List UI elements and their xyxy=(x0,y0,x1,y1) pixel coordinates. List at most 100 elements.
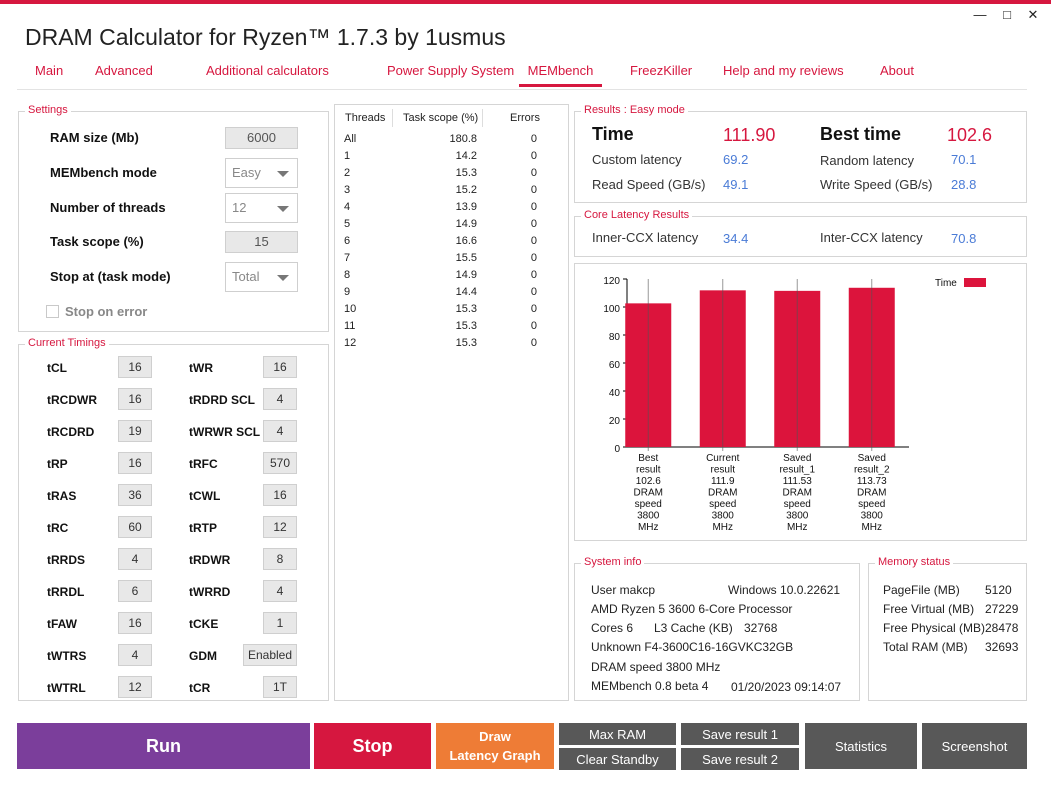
max-ram-button[interactable]: Max RAM xyxy=(559,723,676,745)
memory-status-group-label: Memory status xyxy=(875,556,954,568)
y-tick-label: 60 xyxy=(609,360,621,371)
run-button[interactable]: Run xyxy=(17,723,310,769)
timing-value[interactable]: 19 xyxy=(118,420,152,442)
x-category-label: MHz xyxy=(861,522,882,533)
tab-advanced[interactable]: Advanced xyxy=(95,63,153,78)
timing-value[interactable]: 16 xyxy=(263,484,297,506)
random-latency-value: 70.1 xyxy=(951,152,977,167)
tab-power-supply-system[interactable]: Power Supply System xyxy=(387,63,515,78)
save-result-1-label: Save result 1 xyxy=(702,726,778,742)
number-of-threads-label: Number of threads xyxy=(50,200,166,215)
stop-at-select[interactable]: Total xyxy=(225,262,298,292)
current-timings-group-label: Current Timings xyxy=(25,337,109,349)
x-category-label: speed xyxy=(858,499,885,510)
x-category-label: result xyxy=(711,465,736,476)
col-header-task-scope: Task scope (%) xyxy=(403,112,479,124)
x-category-label: 113.73 xyxy=(857,476,887,487)
system-info-group: System info User makcp Windows 10.0.2262… xyxy=(574,556,860,701)
tab-about[interactable]: About xyxy=(880,63,914,78)
timing-value[interactable]: Enabled xyxy=(243,644,297,666)
pagefile-value: 5120 xyxy=(985,583,1012,597)
y-tick-label: 120 xyxy=(603,276,620,287)
timing-value[interactable]: 16 xyxy=(263,356,297,378)
timing-value[interactable]: 4 xyxy=(118,644,152,666)
timing-value[interactable]: 8 xyxy=(263,548,297,570)
total-ram-value: 32693 xyxy=(985,640,1019,654)
timing-label: tCKE xyxy=(189,617,219,631)
tab-main[interactable]: Main xyxy=(35,63,64,78)
timing-value[interactable]: 12 xyxy=(263,516,297,538)
minimize-icon[interactable]: — xyxy=(973,7,987,22)
timing-label: tCL xyxy=(47,361,67,375)
table-row-errors: 0 xyxy=(530,184,537,196)
tab-additional-calculators[interactable]: Additional calculators xyxy=(206,63,329,78)
timing-value[interactable]: 6 xyxy=(118,580,152,602)
membench-mode-select[interactable]: Easy xyxy=(225,158,298,188)
system-version: MEMbench 0.8 beta 4 xyxy=(591,679,709,693)
timing-label: tRRDL xyxy=(47,585,85,599)
timing-value[interactable]: 4 xyxy=(263,420,297,442)
stop-at-label: Stop at (task mode) xyxy=(50,269,171,284)
timing-value[interactable]: 1T xyxy=(263,676,297,698)
timing-value[interactable]: 36 xyxy=(118,484,152,506)
statistics-button[interactable]: Statistics xyxy=(805,723,917,769)
tab-help-and-reviews[interactable]: Help and my reviews xyxy=(723,63,844,78)
draw-latency-graph-button[interactable]: Draw Latency Graph xyxy=(436,723,554,769)
tab-freezkiller[interactable]: FreezKiller xyxy=(630,63,693,78)
statistics-label: Statistics xyxy=(834,738,887,754)
task-scope-field[interactable]: 15 xyxy=(225,231,298,253)
timing-value[interactable]: 60 xyxy=(118,516,152,538)
table-row-scope: 14.9 xyxy=(455,218,477,230)
draw-button-line1: Draw xyxy=(479,729,511,744)
save-result-1-button[interactable]: Save result 1 xyxy=(681,723,799,745)
timing-value[interactable]: 16 xyxy=(118,388,152,410)
timing-label: tRAS xyxy=(47,489,77,503)
maximize-icon[interactable]: □ xyxy=(1003,7,1011,22)
timing-value[interactable]: 1 xyxy=(263,612,297,634)
number-of-threads-select[interactable]: 12 xyxy=(225,193,298,223)
timing-label: tWRRD xyxy=(189,585,231,599)
best-time-label: Best time xyxy=(820,124,902,144)
x-category-label: 3800 xyxy=(861,511,884,522)
close-icon[interactable]: ✕ xyxy=(1027,7,1039,22)
x-category-label: 3800 xyxy=(637,511,660,522)
tab-membench[interactable]: MEMbench xyxy=(519,63,602,87)
timing-label: tRFC xyxy=(189,457,218,471)
timing-value[interactable]: 570 xyxy=(263,452,297,474)
stop-on-error-checkbox[interactable] xyxy=(46,305,59,318)
table-row-threads: 9 xyxy=(344,286,351,298)
col-divider xyxy=(482,109,483,127)
results-group: Results : Easy mode Time 111.90 Best tim… xyxy=(574,104,1027,203)
timing-label: tCR xyxy=(189,681,211,695)
timing-label: tRCDRD xyxy=(47,425,95,439)
table-row-scope: 15.3 xyxy=(455,337,477,349)
ram-size-field[interactable]: 6000 xyxy=(225,127,298,149)
core-latency-group-label: Core Latency Results xyxy=(581,209,693,221)
x-category-label: MHz xyxy=(787,522,808,533)
screenshot-label: Screenshot xyxy=(941,738,1008,754)
timing-value[interactable]: 4 xyxy=(263,580,297,602)
y-tick-label: 20 xyxy=(609,416,621,427)
x-category-label: result_2 xyxy=(854,465,890,476)
inter-ccx-latency-value: 70.8 xyxy=(951,231,977,246)
save-result-2-button[interactable]: Save result 2 xyxy=(681,748,799,770)
inner-ccx-latency-label: Inner-CCX latency xyxy=(592,230,699,245)
clear-standby-button[interactable]: Clear Standby xyxy=(559,748,676,770)
timing-value[interactable]: 4 xyxy=(118,548,152,570)
timing-label: tWR xyxy=(189,361,213,375)
threads-table: Threads Task scope (%) Errors All 180.8 0 1… xyxy=(334,104,569,701)
timing-label: tRTP xyxy=(189,521,217,535)
timing-value[interactable]: 12 xyxy=(118,676,152,698)
timing-value[interactable]: 16 xyxy=(118,452,152,474)
timing-value[interactable]: 16 xyxy=(118,612,152,634)
read-speed-value: 49.1 xyxy=(723,177,749,192)
screenshot-button[interactable]: Screenshot xyxy=(922,723,1027,769)
table-row-errors: 0 xyxy=(530,320,537,332)
timing-value[interactable]: 16 xyxy=(118,356,152,378)
timing-value[interactable]: 4 xyxy=(263,388,297,410)
table-row-threads: All xyxy=(344,133,357,145)
stop-button[interactable]: Stop xyxy=(314,723,431,769)
y-tick-label: 40 xyxy=(609,388,621,399)
system-user: User makcp xyxy=(591,583,656,597)
x-category-label: result_1 xyxy=(779,465,815,476)
